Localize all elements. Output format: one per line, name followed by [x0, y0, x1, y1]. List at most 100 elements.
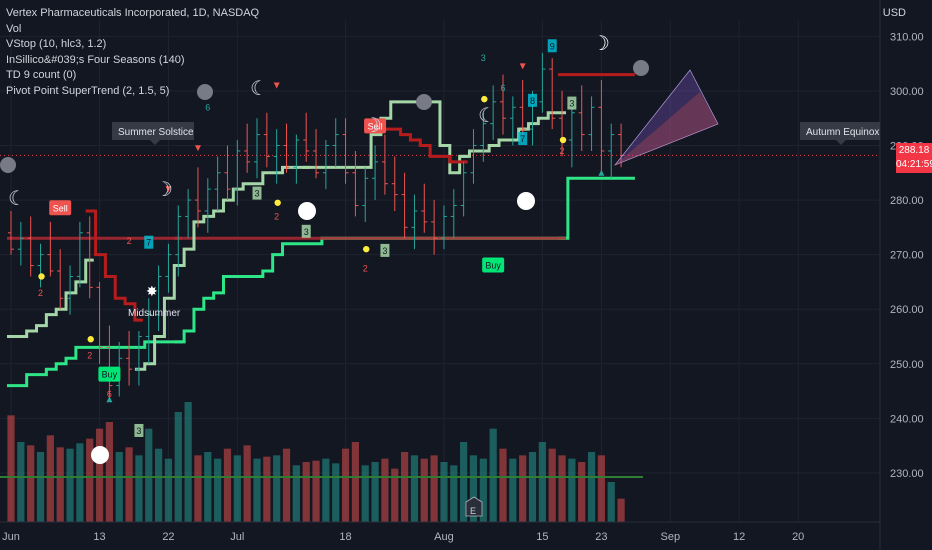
new-moon-icon	[416, 94, 432, 110]
summer-solstice-label: Summer Solstice	[118, 127, 194, 138]
volume-bar	[282, 448, 291, 522]
volume-bar	[223, 448, 232, 522]
volume-bar	[86, 438, 94, 522]
legend-indicator-four-seasons[interactable]: InSillico&#039;s Four Seasons (140)	[6, 53, 185, 66]
x-tick-label: 12	[733, 531, 745, 543]
td-count-label: 7	[146, 238, 151, 248]
legend-indicator-td-count[interactable]: TD 9 count (0)	[6, 69, 77, 81]
moon-icon: ☾	[478, 105, 496, 127]
volume-bar	[410, 455, 419, 522]
volume-bar	[597, 455, 605, 522]
volume-bar	[36, 452, 45, 522]
td-setup-dot	[559, 136, 567, 144]
moon-icon: ☽	[592, 33, 610, 55]
volume-bar	[66, 448, 74, 522]
currency-label: USD	[882, 7, 906, 19]
volume-bar	[587, 452, 596, 522]
td-count-label: 6	[205, 102, 210, 112]
td-setup-dot	[481, 95, 488, 103]
td-count-box	[301, 224, 311, 238]
volume-bar	[174, 412, 182, 522]
volume-bar	[164, 458, 173, 522]
td-count-label: 2	[363, 263, 368, 273]
volume-bar	[568, 458, 576, 522]
volume-bar	[460, 442, 468, 522]
volume-bar	[155, 448, 163, 522]
full-moon-icon	[517, 192, 535, 210]
td-count-label: 2	[38, 288, 43, 298]
y-tick-label: 250.00	[890, 359, 924, 371]
vstop-line	[380, 127, 468, 164]
volume-bar	[76, 443, 84, 522]
sun-icon: ✸	[146, 283, 158, 299]
volume-bar	[292, 465, 300, 522]
td-count-label: 2	[127, 236, 132, 246]
volume-bar	[56, 447, 64, 522]
bar-countdown: 04:21:59	[896, 159, 932, 170]
arrow-up-icon	[598, 169, 605, 176]
volume-bar	[617, 498, 625, 522]
volume-bar	[273, 455, 281, 522]
td-count-label: 3	[382, 246, 387, 256]
moon-icon: ☽	[364, 115, 382, 137]
sell-signal-tag	[49, 200, 72, 216]
y-tick-label: 280.00	[890, 195, 924, 207]
td-count-label: 3	[136, 426, 141, 436]
td-count-label: 3	[304, 227, 309, 237]
volume-bar	[184, 402, 192, 522]
volume-bar	[204, 452, 212, 522]
y-tick-label: 300.00	[890, 86, 924, 98]
moon-icon: ☽	[155, 179, 173, 201]
td-count-box	[380, 243, 390, 257]
y-tick-label: 230.00	[890, 468, 924, 480]
last-price-value: 288.18	[898, 145, 930, 156]
volume-bar	[135, 455, 143, 522]
signals: 2 2 6 7 2 3 3 2 3 3 2 3 6 7 8 9 3 2 6 Sell Buy Sell Buy	[38, 39, 605, 437]
td-count-label: 3	[569, 99, 574, 109]
legend-indicator-vol[interactable]: Vol	[6, 22, 22, 35]
buy-signal-label: Buy	[485, 261, 501, 271]
arrow-down-icon	[165, 186, 172, 193]
volume-bar	[558, 455, 566, 522]
td-count-label: 3	[254, 189, 259, 199]
legend-indicator-supertrend[interactable]: Pivot Point SuperTrend (2, 1.5, 5)	[6, 84, 170, 97]
y-tick-label: 240.00	[890, 413, 924, 425]
chart-legend: Vertex Pharmaceuticals Incorporated, 1D,…	[6, 6, 259, 99]
legend-indicator-vstop[interactable]: VStop (10, hlc3, 1.2)	[6, 38, 107, 50]
td-count-label: 6	[500, 83, 505, 93]
td-count-box	[567, 96, 577, 110]
volume-bar	[430, 455, 438, 522]
x-tick-label: 15	[536, 531, 548, 543]
volume-bar	[214, 458, 222, 522]
volume-bar	[105, 422, 113, 522]
volume-bars	[0, 402, 643, 522]
volume-bar	[322, 458, 330, 522]
td-count-box	[144, 235, 154, 249]
td-setup-dot	[38, 273, 45, 280]
volume-bar	[332, 463, 340, 522]
td-count-label: 2	[274, 211, 279, 221]
volume-bar	[17, 442, 25, 522]
y-tick-label: 310.00	[890, 31, 924, 43]
sell-signal-label: Sell	[53, 203, 68, 213]
season-decorations: ☾ ☽ ☾ ☽ ☾ ☽ ✸ E	[0, 33, 719, 517]
volume-bar	[401, 452, 409, 522]
volume-bar	[479, 458, 487, 522]
volume-bar	[233, 455, 241, 522]
td-count-label: 7	[520, 134, 525, 144]
volume-bar	[607, 482, 615, 522]
x-tick-label: 20	[792, 531, 804, 543]
td-count-label: 8	[530, 96, 535, 106]
arrow-down-icon	[194, 145, 201, 152]
volume-bar	[351, 442, 359, 522]
buy-signal-tag	[98, 366, 121, 382]
volume-bar	[253, 458, 261, 522]
moon-icon: ☾	[8, 188, 26, 210]
x-tick-label: Sep	[660, 531, 680, 543]
volume-bar	[381, 458, 389, 522]
forecast-cone	[613, 69, 719, 166]
earnings-icon	[465, 496, 483, 517]
forecast-cone-inner	[615, 92, 718, 165]
volume-bar	[391, 468, 399, 522]
volume-bar	[509, 458, 517, 522]
